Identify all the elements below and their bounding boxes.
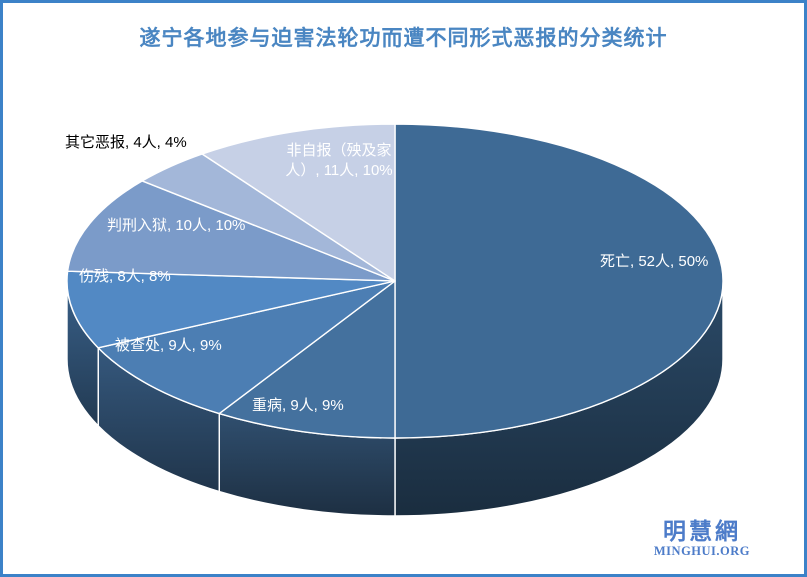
pie-slice-top-4 — [66, 180, 396, 282]
pie-slice-top-3 — [66, 270, 396, 349]
slice-label-illness: 重病, 9人, 9% — [252, 397, 344, 414]
minghui-logo: 明慧網 MINGHUI.ORG — [653, 517, 750, 559]
minghui-logo-cjk: 明慧網 — [662, 517, 741, 544]
slice-label-prison: 判刑入狱, 10人, 10% — [107, 217, 246, 234]
slice-label-injured: 伤残, 8人, 8% — [79, 268, 171, 285]
minghui-logo-latin: MINGHUI.ORG — [653, 544, 750, 558]
slice-label-family: 非自报（殃及家人）, 11人, 10% — [285, 142, 393, 179]
slice-label-other: 其它恶报, 4人, 4% — [65, 134, 187, 151]
pie-slice-top-1 — [218, 280, 396, 439]
slice-label-death: 死亡, 52人, 50% — [600, 253, 709, 270]
pie-chart — [66, 123, 724, 517]
pie-slice-top-0 — [394, 123, 724, 439]
pie-slice-top-2 — [97, 280, 396, 415]
slice-label-investigated: 被查处, 9人, 9% — [115, 337, 222, 354]
pie-slice-top-6 — [201, 123, 396, 282]
chart-title: 遂宁各地参与迫害法轮功而遭不同形式恶报的分类统计 — [139, 27, 668, 50]
